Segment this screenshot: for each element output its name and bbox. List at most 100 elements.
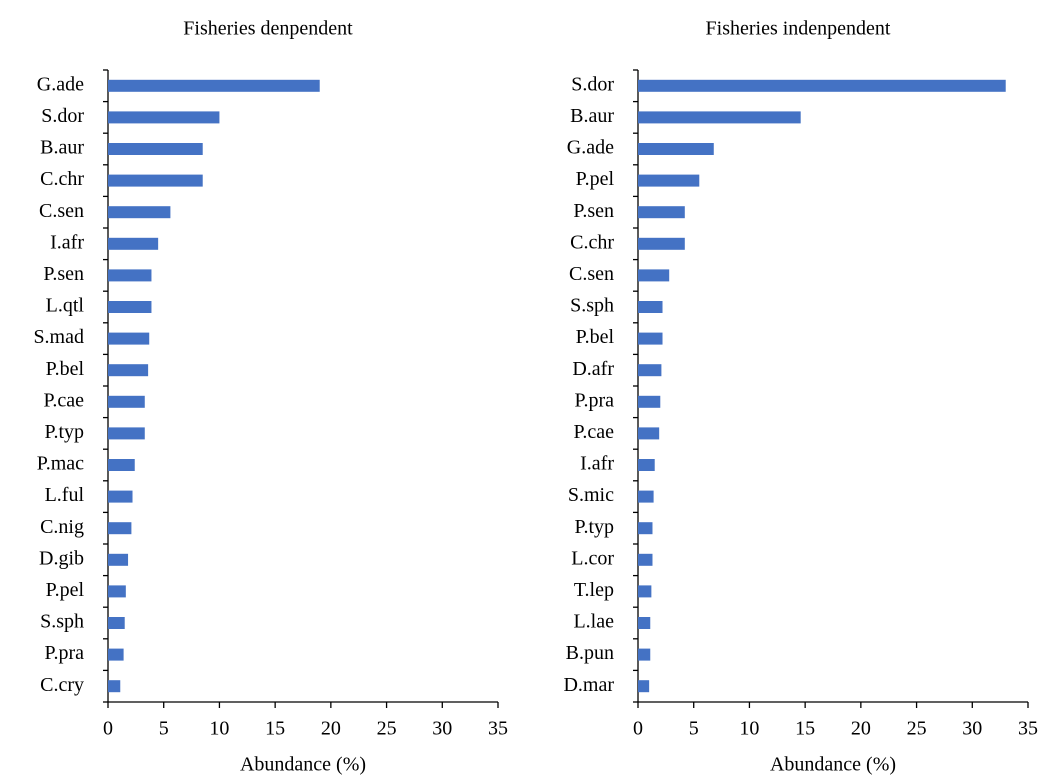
y-tick-label: T.lep [574,579,614,601]
y-tick-label: D.afr [572,358,614,380]
y-tick-label: P.cae [573,421,614,443]
chart-title: Fisheries indenpendent [706,18,891,40]
y-tick-label: I.afr [580,453,614,475]
y-tick-label: P.pel [46,579,85,601]
bar [108,522,132,535]
y-tick-label: C.cry [40,674,84,696]
y-tick-label: S.dor [41,105,84,127]
x-tick-label: 15 [795,718,815,740]
y-tick-label: L.lae [573,611,614,633]
y-tick-label: B.pun [566,642,614,664]
x-axis-label: Abundance (%) [770,754,896,776]
x-tick-label: 5 [689,718,699,740]
bar [638,206,685,219]
y-tick-label: P.typ [45,421,84,443]
bar [638,143,714,155]
bar [108,174,203,187]
x-tick-label: 20 [321,718,341,740]
bar [108,617,125,629]
x-tick-label: 35 [488,718,508,740]
bar [638,427,660,440]
bar [638,553,653,566]
bar [108,648,124,661]
y-tick-label: C.sen [569,263,614,285]
x-tick-label: 10 [209,718,229,740]
y-tick-label: G.ade [37,73,84,95]
bar [638,301,663,313]
x-tick-label: 30 [432,718,452,740]
bar [108,301,152,313]
bar [108,79,320,92]
bar [638,680,650,693]
x-tick-label: 35 [1018,718,1038,740]
x-tick-label: 10 [739,718,759,740]
x-tick-label: 0 [103,718,113,740]
y-tick-label: C.nig [40,516,84,538]
bar [638,522,653,535]
x-tick-label: 30 [962,718,982,740]
y-tick-label: S.sph [40,611,84,633]
bar [108,237,159,250]
bar [638,617,651,629]
bar [638,79,1006,92]
y-tick-label: S.dor [571,73,614,95]
bar [108,459,135,471]
x-tick-label: 0 [633,718,643,740]
bar [638,111,801,124]
bar [108,269,152,282]
bar [638,332,663,345]
bar [638,395,661,408]
y-tick-label: P.pra [45,642,85,664]
y-tick-label: P.bel [46,358,85,380]
y-tick-label: C.chr [570,231,614,253]
y-tick-label: I.afr [50,231,84,253]
bar [108,332,150,345]
y-tick-label: L.cor [571,547,614,569]
bar [108,553,129,566]
bar [638,459,655,471]
x-tick-label: 25 [377,718,397,740]
y-tick-label: P.mac [37,453,84,475]
y-tick-label: P.sen [43,263,84,285]
y-tick-label: B.aur [40,137,84,159]
y-tick-label: P.typ [575,516,614,538]
bar [108,585,126,598]
bar [108,427,145,440]
y-tick-label: P.pra [575,389,615,411]
x-axis-label: Abundance (%) [240,754,366,776]
bar [108,206,171,219]
y-tick-label: L.qtl [46,295,85,317]
bar [108,364,149,377]
bar [638,364,662,377]
bar [108,680,121,693]
bar [638,269,670,282]
y-tick-label: G.ade [567,137,614,159]
y-tick-label: S.mad [33,326,84,348]
y-tick-label: C.sen [39,200,84,222]
bar [638,648,651,661]
chart-title: Fisheries denpendent [183,18,353,40]
x-tick-label: 25 [907,718,927,740]
y-tick-label: B.aur [570,105,614,127]
bar [108,395,145,408]
y-tick-label: C.chr [40,168,84,190]
y-tick-label: D.mar [563,674,614,696]
bar [638,490,654,503]
y-tick-label: S.mic [568,484,614,506]
y-tick-label: P.bel [576,326,615,348]
y-tick-label: S.sph [570,295,614,317]
y-tick-label: D.gib [39,547,84,569]
bar [638,585,652,598]
bar [108,143,203,155]
x-tick-label: 5 [159,718,169,740]
y-tick-label: P.cae [43,389,84,411]
y-tick-label: L.ful [45,484,85,506]
y-tick-label: P.sen [573,200,614,222]
bar [108,490,133,503]
bar [638,174,700,187]
y-tick-label: P.pel [576,168,615,190]
x-tick-label: 15 [265,718,285,740]
x-tick-label: 20 [851,718,871,740]
bar [638,237,685,250]
